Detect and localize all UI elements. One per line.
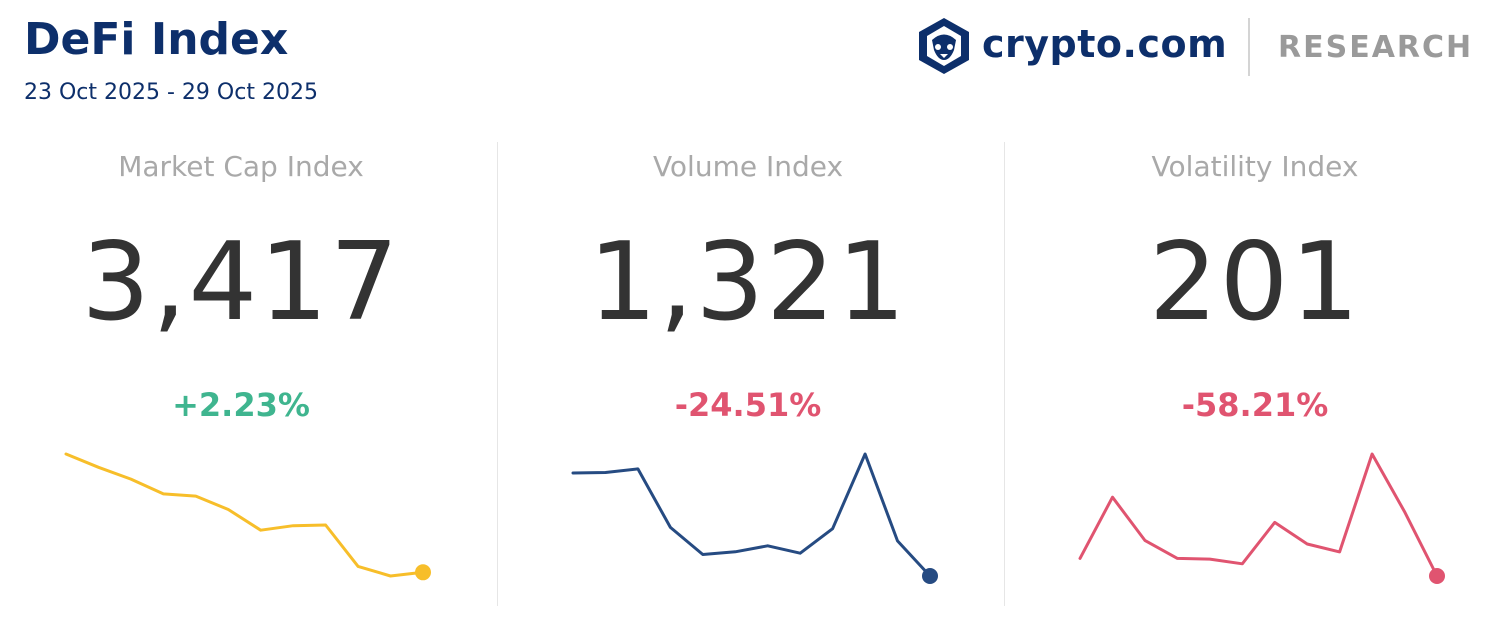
volume-change: -24.51% [674,386,822,424]
research-label: RESEARCH [1278,30,1474,65]
sparkline-series [1078,452,1439,578]
panel-divider [1004,142,1005,606]
market-cap-sparkline [64,452,431,581]
sparkline-series [64,452,425,578]
sparkline-end-point [1429,568,1445,584]
sparkline-end-point [922,568,938,584]
sparkline-end-point [415,564,431,581]
volume-panel: Volume Index 1,321 -24.51% [498,140,998,610]
volatility-change: -58.21% [1181,386,1329,424]
crypto-com-lion-icon [919,18,969,74]
market-cap-value: 3,417 [81,220,401,345]
volatility-value: 201 [1148,220,1362,345]
volume-value: 1,321 [588,220,908,345]
volume-title: Volume Index [652,150,844,183]
market-cap-title: Market Cap Index [118,150,364,183]
logo-separator [1248,18,1250,76]
market-cap-panel: Market Cap Index 3,417 +2.23% [0,140,491,610]
panel-divider [497,142,498,606]
market-cap-change: +2.23% [172,386,310,424]
brand-name: crypto.com [982,22,1228,66]
volume-sparkline [571,452,938,584]
volatility-sparkline [1078,452,1445,584]
date-range: 23 Oct 2025 - 29 Oct 2025 [24,80,318,105]
sparkline-series [571,452,932,578]
page-title: DeFi Index [24,14,289,65]
volatility-title: Volatility Index [1151,150,1359,183]
volatility-panel: Volatility Index 201 -58.21% [1005,140,1500,610]
crypto-com-research-logo: crypto.com RESEARCH [916,16,1486,76]
